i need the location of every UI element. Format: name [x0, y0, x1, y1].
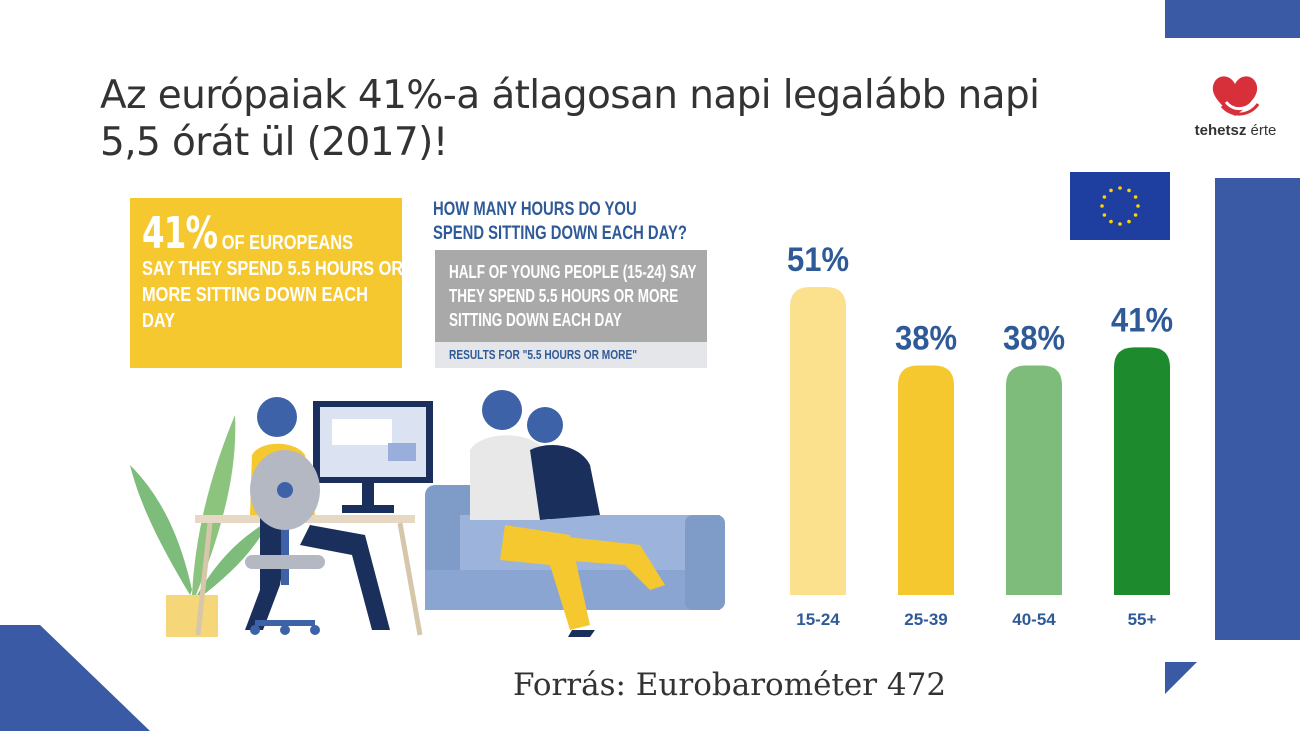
question-heading: HOW MANY HOURS DO YOU SPEND SITTING DOWN…: [433, 199, 687, 244]
sitting-people-illustration: [130, 390, 725, 637]
data-label-15-24: 51%: [787, 241, 849, 279]
data-label-40-54: 38%: [1003, 320, 1065, 358]
young-people-note: HALF OF YOUNG PEOPLE (15-24) SAY THEY SP…: [449, 262, 697, 330]
age-group-bar-chart: 51% 15-24 38% 25-39 38% 40-54 41% 55+: [787, 241, 1173, 629]
logo-text: tehetsz érte: [1178, 122, 1293, 139]
plant-illustration: [130, 415, 270, 637]
logo-text-bold: tehetsz: [1194, 122, 1247, 139]
results-note: RESULTS FOR "5.5 HOURS OR MORE": [449, 347, 638, 362]
slide-title: Az európaiak 41%-a átlagosan napi legalá…: [100, 73, 1040, 165]
headline-percentage: 41%: [142, 208, 218, 259]
headline-box: 41% OF EUROPEANS SAY THEY SPEND 5.5 HOUR…: [130, 198, 404, 368]
corner-decoration-top-right: [1165, 0, 1300, 38]
data-label-25-39: 38%: [895, 320, 957, 358]
heart-logo-icon: [1212, 76, 1260, 116]
source-caption: Forrás: Eurobarométer 472: [513, 667, 947, 703]
corner-decoration-bottom-right: [1165, 662, 1197, 694]
bar-55+: [1114, 347, 1170, 595]
x-tick-40-54: 40-54: [1012, 610, 1056, 629]
results-note-box: RESULTS FOR "5.5 HOURS OR MORE": [435, 342, 707, 368]
corner-decoration-bottom-left: [0, 625, 150, 731]
headline-suffix: OF EUROPEANS: [221, 232, 354, 254]
bar-40-54: [1006, 365, 1062, 595]
x-tick-15-24: 15-24: [796, 610, 840, 629]
bar-25-39: [898, 365, 954, 595]
bar-15-24: [790, 287, 846, 595]
young-people-note-box: HALF OF YOUNG PEOPLE (15-24) SAY THEY SP…: [435, 250, 707, 342]
tehetsz-erte-logo: tehetsz érte: [1178, 70, 1293, 150]
eu-flag: [1070, 172, 1170, 240]
headline-rest: SAY THEY SPEND 5.5 HOURS OR MORE SITTING…: [142, 258, 404, 332]
logo-text-regular: érte: [1246, 122, 1277, 139]
side-stripe-decoration: [1215, 178, 1300, 640]
x-tick-55+: 55+: [1128, 610, 1157, 629]
headline-text: 41% OF EUROPEANS SAY THEY SPEND 5.5 HOUR…: [142, 212, 404, 334]
data-label-55+: 41%: [1111, 301, 1173, 339]
x-tick-25-39: 25-39: [904, 610, 947, 629]
